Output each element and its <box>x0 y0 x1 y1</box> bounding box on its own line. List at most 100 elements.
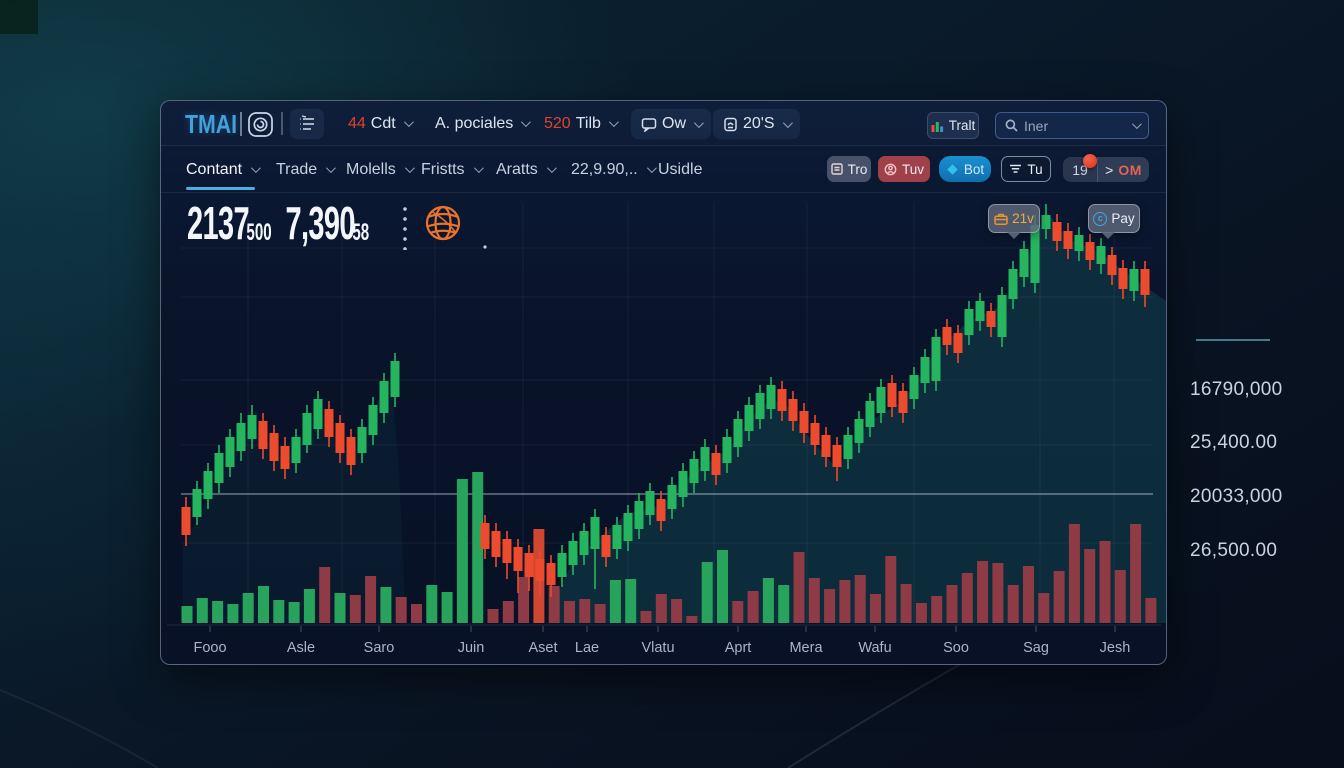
chevron-down-icon <box>521 117 532 128</box>
trade-button[interactable]: Tralt <box>927 112 979 139</box>
x-axis-label: Jesh <box>1100 640 1131 656</box>
menu-ow[interactable]: Ow <box>631 109 711 139</box>
x-axis-label: Soo <box>943 640 969 656</box>
nav-item-usidle[interactable]: Usidle <box>658 146 702 193</box>
active-nav-underline <box>186 186 255 190</box>
menu-cdt-count: 44 <box>348 114 366 132</box>
bot-button[interactable]: Bot <box>939 156 991 182</box>
tuv-button[interactable]: Tuv <box>878 156 930 182</box>
callout-21v-label: 21v <box>1012 211 1034 226</box>
x-axis-label: Juin <box>458 640 485 656</box>
x-axis-label: Vlatu <box>641 640 674 656</box>
nav-item-molells[interactable]: Molells <box>346 146 415 193</box>
page-icon <box>724 117 737 131</box>
tro-label: Tro <box>847 161 868 177</box>
chevron-down-icon <box>1131 119 1142 130</box>
chevron-down-icon <box>646 163 657 174</box>
notification-badge <box>1083 154 1097 168</box>
pager-next[interactable]: > OM <box>1097 157 1149 182</box>
menu-20s[interactable]: 20'S <box>713 109 800 139</box>
trade-button-label: Tralt <box>948 118 976 133</box>
nav-label: Molells <box>346 160 396 178</box>
chevron-down-icon <box>404 163 415 174</box>
nav-label: Trade <box>276 160 318 178</box>
briefcase-icon <box>994 213 1008 225</box>
callout-pay-label: Pay <box>1111 211 1135 226</box>
top-header: TMAI 44 Cdt A. pociales <box>161 101 1166 146</box>
menu-cdt-label: Cdt <box>370 114 396 132</box>
x-axis-label: Aprt <box>725 640 752 656</box>
menu-tilb-count: 520 <box>544 114 571 132</box>
nav-label: Contant <box>186 160 243 178</box>
nav-item-fristts[interactable]: Fristts <box>421 146 484 193</box>
bot-label: Bot <box>963 161 985 177</box>
tuv-label: Tuv <box>901 161 924 177</box>
chevron-down-icon <box>251 163 261 174</box>
menu-tilb[interactable]: 520 Tilb <box>544 101 619 146</box>
chevron-down-icon <box>326 163 337 174</box>
right-axis-label: 26,500.00 <box>1190 540 1278 561</box>
nav-label: Usidle <box>658 160 703 178</box>
callout-21v[interactable]: 21v <box>988 204 1040 239</box>
price-second: 7,390 <box>285 197 356 249</box>
nav-item-trade[interactable]: Trade <box>276 146 337 193</box>
chevron-down-icon <box>403 117 414 128</box>
filter-icon <box>1010 164 1022 173</box>
menu-tilb-label: Tilb <box>575 114 601 132</box>
search-term: Iner <box>1024 117 1049 134</box>
logo-cursor-bar <box>240 112 242 136</box>
header-divider <box>281 112 283 135</box>
x-axis-label: Wafu <box>858 640 891 656</box>
corner-patch <box>0 0 38 34</box>
chat-icon <box>641 117 657 132</box>
pager-control[interactable]: 19 > OM <box>1063 157 1149 182</box>
right-axis-label: 16790,000 <box>1190 379 1283 400</box>
chevron-right-icon: > <box>1105 161 1114 178</box>
x-axis-label: Saro <box>364 640 395 656</box>
x-axis-label: Aset <box>528 640 557 656</box>
pager-om-label: OM <box>1118 161 1142 178</box>
globe-icon[interactable] <box>424 204 462 247</box>
menu-20s-label: 20'S <box>743 115 775 132</box>
app-logo: TMAI <box>185 109 238 139</box>
right-axis-tick-line <box>1196 339 1270 341</box>
x-axis-label: Sag <box>1023 640 1049 656</box>
price-main: 2137 <box>187 197 250 249</box>
tu-label: Tu <box>1027 161 1043 177</box>
price-main-sub: 500 <box>246 218 272 246</box>
x-axis-label: Fooo <box>193 640 226 656</box>
trading-panel: TMAI 44 Cdt A. pociales <box>160 100 1167 665</box>
nav-item-contant[interactable]: Contant <box>186 146 261 193</box>
nav-item-aratts[interactable]: Aratts <box>496 146 557 193</box>
diamond-icon <box>947 163 958 175</box>
chevron-down-icon <box>546 163 557 174</box>
candlestick-chart[interactable]: Fooo Asle Saro Juin Aset Lae Vlatu Aprt Mera Wafu… <box>161 193 1167 665</box>
x-axis-label: Mera <box>789 640 823 656</box>
menu-pociales-label: A. pociales <box>435 114 514 132</box>
nav-label: 22,9.90,.. <box>571 160 638 178</box>
mini-chart-icon <box>931 122 943 132</box>
callout-pay[interactable]: c Pay <box>1088 204 1140 239</box>
nav-item-quote[interactable]: 22,9.90,.. <box>571 146 657 193</box>
x-axis-label: Lae <box>575 640 599 656</box>
menu-cdt[interactable]: 44 Cdt <box>348 101 414 146</box>
menu-ow-label: Ow <box>662 115 686 132</box>
window-icon <box>830 163 843 175</box>
aperture-icon[interactable] <box>247 109 274 139</box>
price-second-sub: 58 <box>352 218 370 246</box>
chevron-down-icon <box>608 117 619 128</box>
search-input[interactable]: Iner <box>995 112 1149 139</box>
search-icon <box>1005 119 1018 132</box>
user-circle-icon <box>884 163 897 175</box>
list-icon[interactable] <box>290 109 324 139</box>
chevron-down-icon <box>782 117 793 128</box>
nav-label: Aratts <box>496 160 538 178</box>
right-axis-label: 20033,000 <box>1190 486 1283 507</box>
nav-label: Fristts <box>421 160 465 178</box>
tu-button[interactable]: Tu <box>1001 156 1051 182</box>
menu-pociales[interactable]: A. pociales <box>435 101 532 146</box>
chevron-down-icon <box>693 117 704 128</box>
tro-button[interactable]: Tro <box>827 156 871 182</box>
nav-toolbar: Contant Trade Molells Fristts Aratts 22,… <box>161 146 1166 193</box>
dotted-separator <box>403 204 407 250</box>
